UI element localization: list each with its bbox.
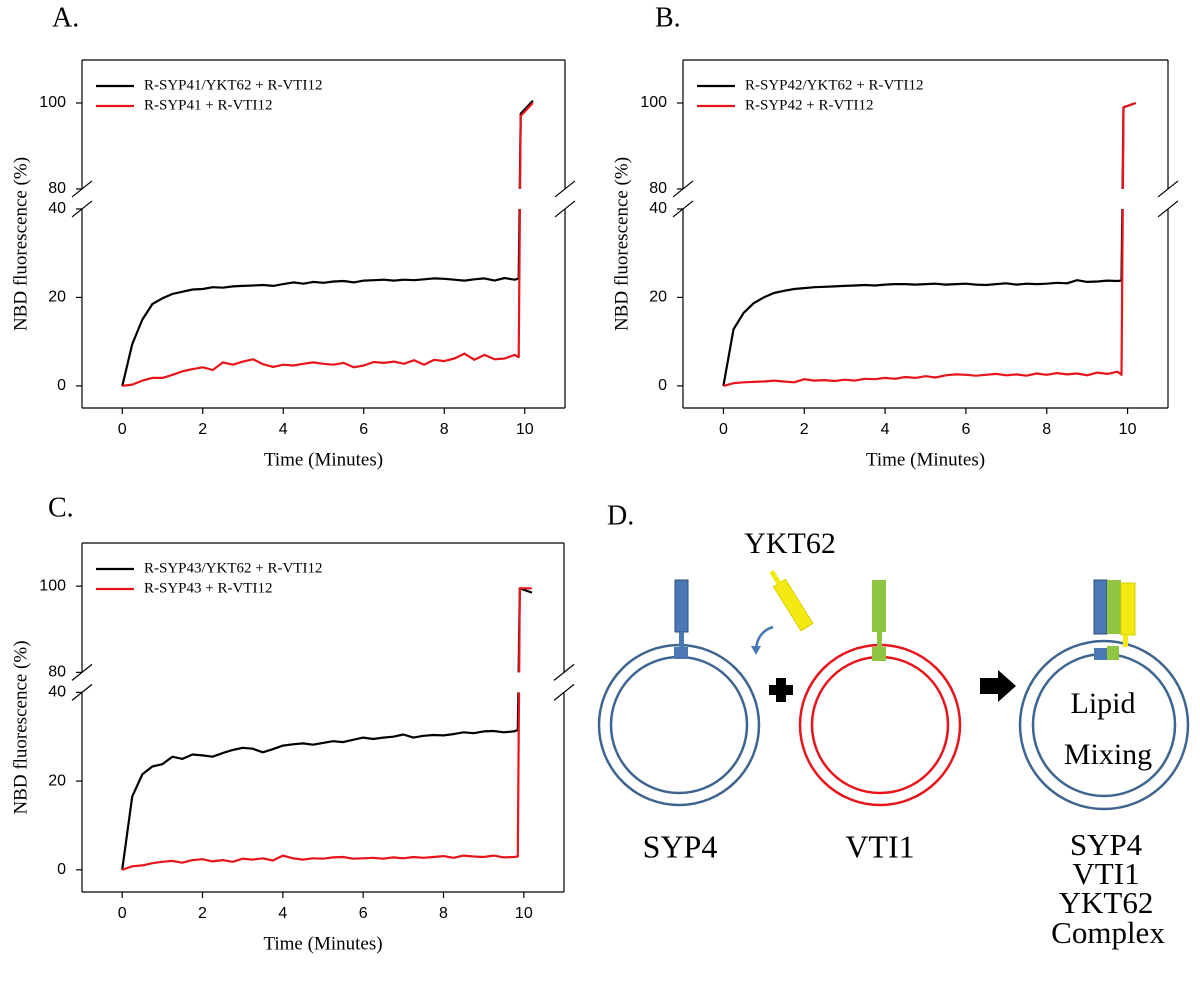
- complex-ykt62-stem: [1123, 635, 1128, 647]
- x-tick-label: 6: [961, 421, 970, 438]
- y-axis-label: NBD fluorescence (%): [10, 157, 31, 331]
- x-tick-label: 0: [719, 421, 728, 438]
- vesicle-inner: [810, 655, 950, 795]
- vesicle-outer: [597, 643, 761, 807]
- syp4-anchor: [674, 647, 688, 659]
- vti1-stem: [877, 632, 882, 648]
- x-tick-label: 2: [800, 421, 809, 438]
- y-tick-label: 80: [649, 180, 667, 197]
- series-line: [122, 102, 534, 387]
- axis-break: [1157, 200, 1179, 218]
- vesicle-label: SYP4: [643, 828, 718, 864]
- x-tick-label: 4: [278, 905, 287, 922]
- complex-ykt62: [1120, 582, 1136, 636]
- x-tick-label: 6: [359, 905, 368, 922]
- x-tick-label: 10: [516, 421, 534, 438]
- vesicle-outer: [798, 643, 962, 807]
- complex-label: YKT62: [1059, 885, 1154, 920]
- complex-vti1: [1107, 580, 1121, 634]
- vesicle-inner: [609, 655, 749, 795]
- panel-label: D.: [607, 500, 634, 531]
- axis-break: [553, 683, 575, 701]
- series-line: [121, 100, 534, 387]
- legend-label: R-SYP42 + R-VTI12: [745, 97, 873, 113]
- series-line: [722, 101, 1137, 387]
- complex-syp4-anchor: [1094, 648, 1107, 660]
- arrow-head: [751, 646, 761, 655]
- y-tick-label: 40: [48, 200, 66, 217]
- legend-label: R-SYP41 + R-VTI12: [144, 97, 272, 113]
- x-axis-label: Time (Minutes): [264, 449, 383, 470]
- series-line: [723, 101, 1137, 387]
- complex-syp4: [1093, 579, 1108, 635]
- series-line: [121, 587, 532, 871]
- x-tick-label: 10: [1119, 421, 1137, 438]
- x-axis-label: Time (Minutes): [866, 449, 985, 470]
- plus-sign: [769, 678, 793, 702]
- y-axis-label: NBD fluorescence (%): [611, 157, 632, 331]
- reaction-arrow: [980, 670, 1016, 702]
- protein-label: YKT62: [744, 527, 836, 560]
- x-tick-label: 4: [881, 421, 890, 438]
- y-tick-label: 100: [39, 94, 66, 111]
- vesicle-label: VTI1: [845, 828, 914, 864]
- x-tick-label: 8: [440, 421, 449, 438]
- complex-vti1-anchor: [1107, 646, 1119, 660]
- axis-break: [554, 180, 576, 198]
- legend-label: R-SYP43/YKT62 + R-VTI12: [144, 560, 322, 576]
- legend-label: R-SYP43 + R-VTI12: [144, 580, 272, 596]
- y-axis-label: NBD fluorescence (%): [10, 640, 31, 814]
- legend-label: R-SYP42/YKT62 + R-VTI12: [745, 77, 923, 93]
- x-tick-label: 0: [118, 421, 127, 438]
- x-tick-label: 8: [1042, 421, 1051, 438]
- complex-label: Complex: [1051, 915, 1165, 950]
- y-tick-label: 20: [48, 772, 66, 789]
- vesicle-inner: [1031, 652, 1177, 798]
- vti1-protein: [872, 580, 886, 632]
- diagram: D. YKT62 SYP4 VTI1 L: [597, 500, 1190, 950]
- panel-label: C.: [48, 492, 74, 523]
- inner-label: Mixing: [1064, 738, 1152, 771]
- y-tick-label: 0: [57, 377, 66, 394]
- x-tick-label: 4: [279, 421, 288, 438]
- series-line: [121, 587, 533, 870]
- panel-label: A.: [52, 2, 79, 33]
- y-tick-label: 80: [48, 180, 66, 197]
- y-tick-label: 80: [48, 664, 66, 681]
- complex-label: VTI1: [1072, 856, 1139, 891]
- y-tick-label: 20: [649, 289, 667, 306]
- y-tick-label: 100: [39, 577, 66, 594]
- x-tick-label: 6: [359, 421, 368, 438]
- syp4-protein: [674, 579, 689, 633]
- panel-label: B.: [655, 2, 681, 33]
- vti1-anchor: [872, 647, 886, 661]
- x-tick-label: 2: [198, 421, 207, 438]
- y-tick-label: 40: [649, 200, 667, 217]
- axis-break: [1157, 180, 1179, 198]
- x-axis-label: Time (Minutes): [263, 933, 382, 954]
- y-tick-label: 100: [640, 94, 667, 111]
- x-tick-label: 10: [515, 905, 533, 922]
- vesicle-outer: [1018, 639, 1190, 811]
- axis-break: [554, 200, 576, 218]
- y-tick-label: 20: [48, 289, 66, 306]
- axis-break: [553, 663, 575, 681]
- complex-label: SYP4: [1070, 827, 1143, 862]
- y-tick-label: 0: [658, 377, 667, 394]
- x-tick-label: 0: [118, 905, 127, 922]
- ykt62-protein: [769, 570, 814, 632]
- x-tick-label: 8: [439, 905, 448, 922]
- inner-label: Lipid: [1071, 687, 1136, 720]
- legend-label: R-SYP41/YKT62 + R-VTI12: [144, 77, 322, 93]
- syp4-stem: [679, 632, 684, 648]
- y-tick-label: 0: [57, 861, 66, 878]
- y-tick-label: 40: [48, 684, 66, 701]
- x-tick-label: 2: [198, 905, 207, 922]
